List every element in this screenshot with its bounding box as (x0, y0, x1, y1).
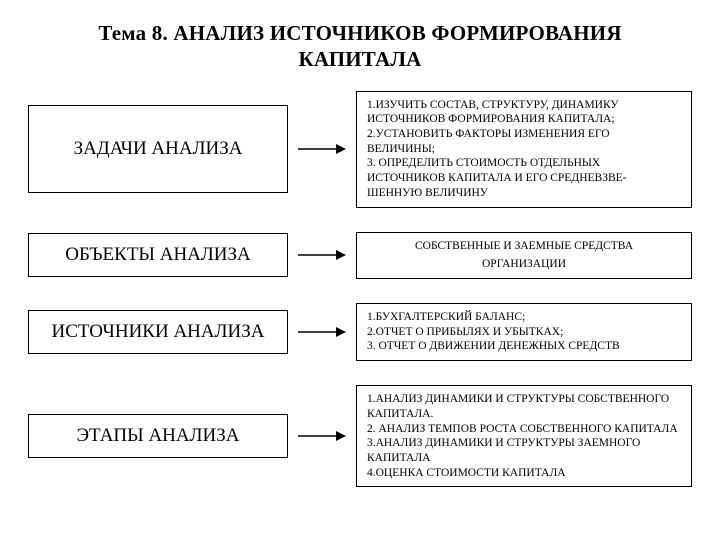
right-box: 1.АНАЛИЗ ДИНАМИКИ И СТРУКТУРЫ СОБСТВЕННО… (356, 385, 692, 487)
right-line: ОРГАНИЗАЦИИ (367, 257, 681, 272)
arrow-icon (298, 429, 346, 443)
arrow-icon (298, 248, 346, 262)
diagram-row: ОБЪЕКТЫ АНАЛИЗА СОБСТВЕННЫЕ И ЗАЕМНЫЕ СР… (28, 232, 692, 279)
right-box: СОБСТВЕННЫЕ И ЗАЕМНЫЕ СРЕДСТВА ОРГАНИЗАЦИ… (356, 232, 692, 279)
left-box: ИСТОЧНИКИ АНАЛИЗА (28, 310, 288, 354)
right-box: 1.БУХГАЛТЕРСКИЙ БАЛАНС;2.ОТЧЕТ О ПРИБЫЛЯ… (356, 303, 692, 361)
diagram-row: ИСТОЧНИКИ АНАЛИЗА 1.БУХГАЛТЕРСКИЙ БАЛАНС… (28, 303, 692, 361)
right-line: 3.АНАЛИЗ ДИНАМИКИ И СТРУКТУРЫ ЗАЕМНОГО (367, 436, 681, 451)
right-line: 4.ОЦЕНКА СТОИМОСТИ КАПИТАЛА (367, 466, 681, 481)
diagram-rows: ЗАДАЧИ АНАЛИЗА 1.ИЗУЧИТЬ СОСТАВ, СТРУКТУ… (28, 91, 692, 488)
left-label: ЭТАПЫ АНАЛИЗА (77, 425, 240, 447)
right-line: 2. АНАЛИЗ ТЕМПОВ РОСТА СОБСТВЕННОГО КАПИ… (367, 422, 681, 437)
left-label: ЗАДАЧИ АНАЛИЗА (74, 138, 243, 160)
left-box: ОБЪЕКТЫ АНАЛИЗА (28, 233, 288, 277)
right-line: КАПИТАЛА (367, 451, 681, 466)
diagram-row: ЭТАПЫ АНАЛИЗА 1.АНАЛИЗ ДИНАМИКИ И СТРУКТ… (28, 385, 692, 487)
right-line: ШЕННУЮ ВЕЛИЧИНУ (367, 186, 681, 201)
right-line: ИСТОЧНИКОВ ФОРМИРОВАНИЯ КАПИТАЛА; (367, 112, 681, 127)
right-line: 1.АНАЛИЗ ДИНАМИКИ И СТРУКТУРЫ СОБСТВЕННО… (367, 392, 681, 407)
diagram-row: ЗАДАЧИ АНАЛИЗА 1.ИЗУЧИТЬ СОСТАВ, СТРУКТУ… (28, 91, 692, 208)
page-title: Тема 8. АНАЛИЗ ИСТОЧНИКОВ ФОРМИРОВАНИЯ К… (28, 20, 692, 73)
title-line-1: Тема 8. АНАЛИЗ ИСТОЧНИКОВ ФОРМИРОВАНИЯ (98, 21, 621, 45)
right-line: 3. ОТЧЕТ О ДВИЖЕНИИ ДЕНЕЖНЫХ СРЕДСТВ (367, 339, 681, 354)
right-line: 1.БУХГАЛТЕРСКИЙ БАЛАНС; (367, 310, 681, 325)
right-line: КАПИТАЛА. (367, 407, 681, 422)
right-line: 1.ИЗУЧИТЬ СОСТАВ, СТРУКТУРУ, ДИНАМИКУ (367, 98, 681, 113)
left-box: ЭТАПЫ АНАЛИЗА (28, 414, 288, 458)
right-line: 2.УСТАНОВИТЬ ФАКТОРЫ ИЗМЕНЕНИЯ ЕГО (367, 127, 681, 142)
arrow-icon (298, 325, 346, 339)
left-label: ИСТОЧНИКИ АНАЛИЗА (52, 321, 265, 343)
arrow (298, 325, 346, 339)
arrow (298, 248, 346, 262)
right-line: ИСТОЧНИКОВ КАПИТАЛА И ЕГО СРЕДНЕВЗВЕ- (367, 171, 681, 186)
arrow (298, 142, 346, 156)
right-line: СОБСТВЕННЫЕ И ЗАЕМНЫЕ СРЕДСТВА (367, 239, 681, 254)
arrow-icon (298, 142, 346, 156)
right-box: 1.ИЗУЧИТЬ СОСТАВ, СТРУКТУРУ, ДИНАМИКУИСТ… (356, 91, 692, 208)
title-line-2: КАПИТАЛА (298, 47, 421, 71)
right-line: 3. ОПРЕДЕЛИТЬ СТОИМОСТЬ ОТДЕЛЬНЫХ (367, 156, 681, 171)
left-box: ЗАДАЧИ АНАЛИЗА (28, 105, 288, 193)
right-line: ВЕЛИЧИНЫ; (367, 142, 681, 157)
arrow (298, 429, 346, 443)
right-line: 2.ОТЧЕТ О ПРИБЫЛЯХ И УБЫТКАХ; (367, 325, 681, 340)
left-label: ОБЪЕКТЫ АНАЛИЗА (65, 244, 251, 266)
